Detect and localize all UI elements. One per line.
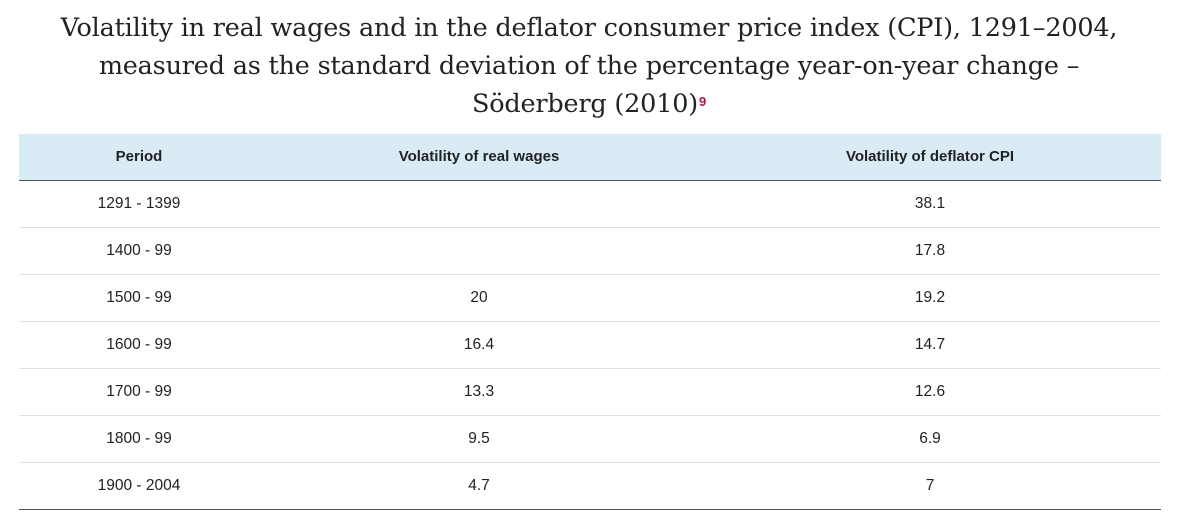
volatility-table: Period Volatility of real wages Volatili… <box>19 134 1161 510</box>
cell-real-wages: 9.5 <box>259 415 699 463</box>
cell-period: 1900 - 2004 <box>19 462 259 510</box>
cell-period: 1800 - 99 <box>19 415 259 463</box>
table-row: 1500 - 99 20 19.2 <box>19 274 1161 322</box>
title-line-2: measured as the standard deviation of th… <box>98 51 1080 81</box>
cell-real-wages: 13.3 <box>259 368 699 416</box>
cell-deflator-cpi: 14.7 <box>699 321 1161 369</box>
cell-deflator-cpi: 6.9 <box>699 415 1161 463</box>
cell-period: 1500 - 99 <box>19 274 259 322</box>
table-row: 1700 - 99 13.3 12.6 <box>19 368 1161 416</box>
footnote-link[interactable]: 9 <box>699 94 707 109</box>
table-row: 1600 - 99 16.4 14.7 <box>19 321 1161 369</box>
cell-period: 1600 - 99 <box>19 321 259 369</box>
cell-period: 1291 - 1399 <box>19 180 259 228</box>
title-line-3: Söderberg (2010)9 <box>0 85 1178 123</box>
cell-deflator-cpi: 12.6 <box>699 368 1161 416</box>
cell-period: 1700 - 99 <box>19 368 259 416</box>
cell-real-wages: 16.4 <box>259 321 699 369</box>
cell-real-wages <box>259 180 699 228</box>
title-line-1: Volatility in real wages and in the defl… <box>60 13 1118 43</box>
header-deflator-cpi: Volatility of deflator CPI <box>699 134 1161 181</box>
cell-real-wages: 20 <box>259 274 699 322</box>
cell-deflator-cpi: 7 <box>699 462 1161 510</box>
header-real-wages: Volatility of real wages <box>259 134 699 181</box>
cell-deflator-cpi: 38.1 <box>699 180 1161 228</box>
cell-period: 1400 - 99 <box>19 227 259 275</box>
cell-real-wages <box>259 227 699 275</box>
table-row: 1800 - 99 9.5 6.9 <box>19 415 1161 463</box>
header-period: Period <box>19 134 259 181</box>
cell-deflator-cpi: 17.8 <box>699 227 1161 275</box>
cell-deflator-cpi: 19.2 <box>699 274 1161 322</box>
table-header-row: Period Volatility of real wages Volatili… <box>19 134 1161 181</box>
table-row: 1400 - 99 17.8 <box>19 227 1161 275</box>
title-line-3-text: Söderberg (2010) <box>471 89 699 119</box>
cell-real-wages: 4.7 <box>259 462 699 510</box>
table-row: 1900 - 2004 4.7 7 <box>19 462 1161 510</box>
table-row: 1291 - 1399 38.1 <box>19 180 1161 228</box>
table-title: Volatility in real wages and in the defl… <box>0 9 1178 123</box>
